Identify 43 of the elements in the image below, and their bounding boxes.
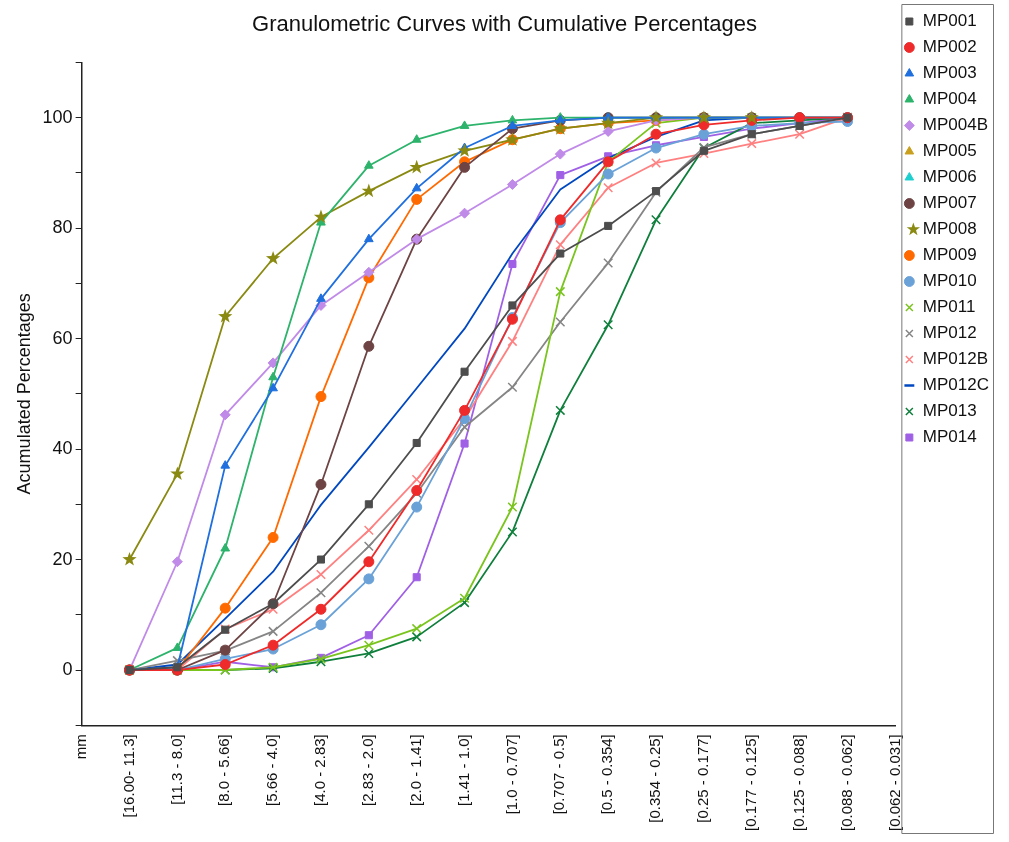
legend-label: MP005: [922, 141, 977, 161]
chart-title: Granulometric Curves with Cumulative Percentages: [252, 11, 757, 37]
x-tick-label: [1.41 - 1.0]: [454, 734, 472, 806]
x-tick-label: [5.66 - 4.0]: [263, 734, 281, 806]
legend-label: MP012B: [922, 349, 989, 369]
y-tick-label: 80: [52, 217, 73, 238]
legend-label: MP012C: [922, 375, 989, 395]
x-tick-label: [2.83 - 2.0]: [358, 734, 376, 806]
legend-label: MP001: [922, 11, 977, 31]
y-tick-label: 60: [52, 327, 73, 348]
x-tick-label: [0.25 - 0.177]: [694, 734, 712, 823]
y-tick-label: 100: [42, 106, 73, 127]
legend-label: MP007: [922, 193, 977, 213]
x-tick-label: [0.707 - 0.5]: [550, 734, 568, 815]
x-tick-label: [0.062 - 0.031]: [885, 734, 903, 832]
legend-label: MP009: [922, 245, 977, 265]
x-tick-label: [0.354 - 0.25]: [646, 734, 664, 823]
x-tick-label: [0.088 - 0.062]: [837, 734, 855, 832]
x-tick-label: [2.0 - 1.41]: [406, 734, 424, 806]
legend-label: MP011: [922, 297, 976, 317]
x-tick-label: mm: [71, 734, 89, 760]
legend-label: MP008: [922, 219, 977, 239]
legend-label: MP002: [922, 37, 977, 57]
legend-label: MP014: [922, 427, 977, 447]
legend-label: MP004: [922, 89, 977, 109]
legend-label: MP010: [922, 271, 977, 291]
legend-label: MP004B: [922, 115, 989, 135]
x-tick-label: [8.0 - 5.66]: [215, 734, 233, 806]
legend-label: MP006: [922, 167, 977, 187]
x-tick-label: [4.0 - 2.83]: [311, 734, 329, 806]
legend-label: MP013: [922, 401, 977, 421]
legend-label: MP012: [922, 323, 977, 343]
x-tick-label: [1.0 - 0.707]: [502, 734, 520, 815]
y-tick-label: 0: [62, 658, 73, 679]
x-tick-label: [16.00- 11.3]: [119, 734, 137, 818]
x-tick-label: [0.5 - 0.354]: [598, 734, 616, 815]
y-axis-title: Acumulated Percentages: [13, 293, 34, 495]
y-tick-label: 40: [52, 438, 73, 459]
x-tick-label: [0.125 - 0.088]: [789, 734, 807, 832]
x-tick-label: [11.3 - 8.0]: [167, 734, 185, 805]
x-tick-label: [0.177 - 0.125]: [741, 734, 759, 832]
legend-label: MP003: [922, 63, 977, 83]
y-tick-label: 20: [52, 548, 73, 569]
